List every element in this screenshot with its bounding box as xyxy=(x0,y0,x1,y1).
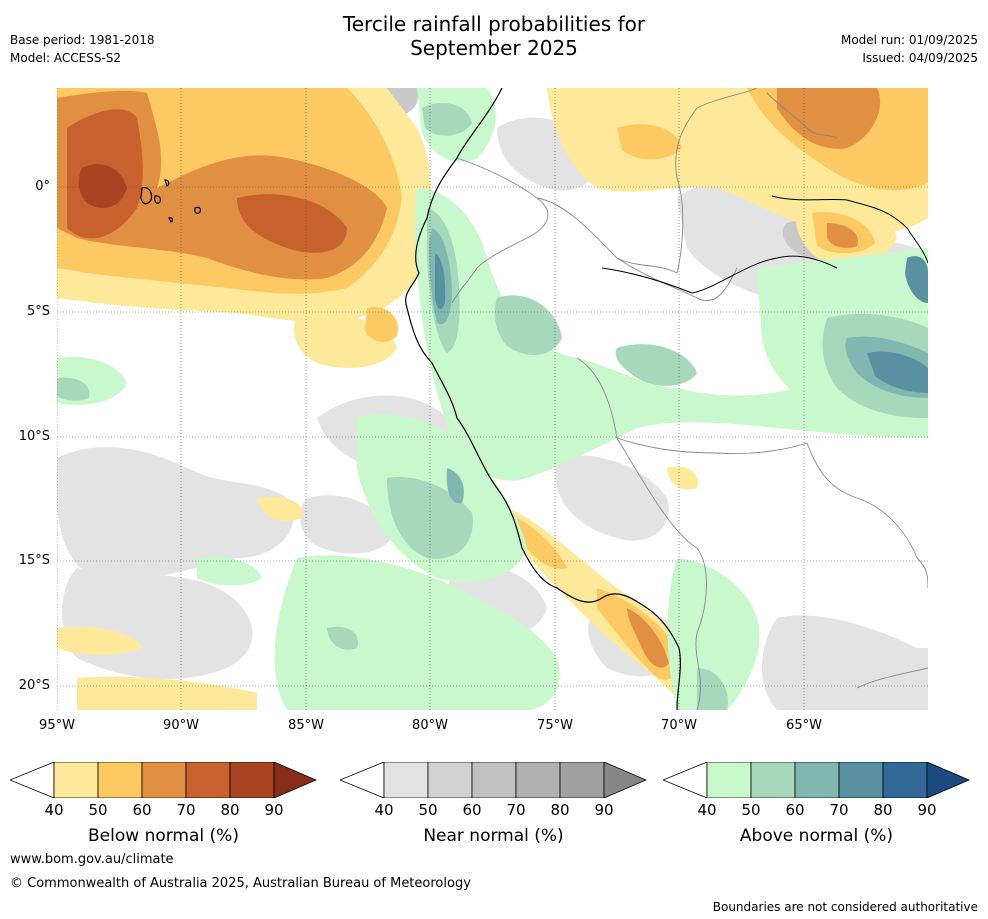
lat-label-5s: 5°S xyxy=(26,304,50,319)
near-tick-60: 60 xyxy=(462,801,482,819)
above-normal-colorbar xyxy=(661,761,971,799)
title-line-1: Tercile rainfall probabilities for xyxy=(342,12,646,36)
coastline xyxy=(405,87,681,711)
lat-label-0: 0° xyxy=(35,179,50,194)
below-tick-60: 60 xyxy=(132,801,152,819)
near-tick-40: 40 xyxy=(374,801,394,819)
rivers xyxy=(601,195,929,294)
website-link[interactable]: www.bom.gov.au/climate xyxy=(10,852,174,867)
base-period-label: Base period: 1981-2018 xyxy=(10,33,155,47)
lon-label-70w: 70°W xyxy=(661,718,697,733)
title-line-2: September 2025 xyxy=(410,36,578,60)
issued-label: Issued: 04/09/2025 xyxy=(862,51,978,65)
lon-label-85w: 85°W xyxy=(288,718,324,733)
disclaimer-text: Boundaries are not considered authoritat… xyxy=(712,900,978,914)
legend-near-normal-bar xyxy=(338,761,648,799)
graticule xyxy=(56,88,928,710)
legend-above-normal-label: Above normal (%) xyxy=(739,826,894,846)
lon-label-75w: 75°W xyxy=(537,718,573,733)
lon-label-95w: 95°W xyxy=(39,718,75,733)
country-borders xyxy=(451,87,929,711)
below-tick-40: 40 xyxy=(44,801,64,819)
near-tick-90: 90 xyxy=(594,801,614,819)
above-tick-50: 50 xyxy=(741,801,761,819)
lon-label-80w: 80°W xyxy=(412,718,448,733)
below-tick-90: 90 xyxy=(264,801,284,819)
probability-map xyxy=(56,87,929,711)
lon-label-90w: 90°W xyxy=(163,718,199,733)
above-tick-60: 60 xyxy=(785,801,805,819)
below-normal-northwest xyxy=(57,88,437,368)
galapagos-islands xyxy=(140,179,201,223)
legend-near-normal-label: Near normal (%) xyxy=(423,826,564,846)
below-normal-northeast xyxy=(547,88,928,263)
legend-below-normal-ticks: 40 50 60 70 80 90 xyxy=(34,801,294,821)
model-run-label: Model run: 01/09/2025 xyxy=(840,33,978,47)
above-tick-90: 90 xyxy=(917,801,937,819)
below-tick-80: 80 xyxy=(220,801,240,819)
legend-near-normal-ticks: 40 50 60 70 80 90 xyxy=(364,801,624,821)
lat-label-20s: 20°S xyxy=(18,678,50,693)
above-tick-80: 80 xyxy=(873,801,893,819)
near-normal-colorbar xyxy=(338,761,648,799)
legend-below-normal-label: Below normal (%) xyxy=(88,826,239,846)
map-title: Tercile rainfall probabilities for Septe… xyxy=(0,12,988,60)
below-normal-colorbar xyxy=(8,761,318,799)
below-tick-70: 70 xyxy=(176,801,196,819)
map-canvas xyxy=(56,87,929,711)
near-tick-70: 70 xyxy=(506,801,526,819)
near-tick-80: 80 xyxy=(550,801,570,819)
legend-below-normal-bar xyxy=(8,761,318,799)
lon-label-65w: 65°W xyxy=(786,718,822,733)
copyright-text: © Commonwealth of Australia 2025, Austra… xyxy=(10,876,471,891)
above-tick-40: 40 xyxy=(697,801,717,819)
lat-label-15s: 15°S xyxy=(18,553,50,568)
below-tick-50: 50 xyxy=(88,801,108,819)
above-tick-70: 70 xyxy=(829,801,849,819)
below-normal-coast xyxy=(57,466,698,710)
model-label: Model: ACCESS-S2 xyxy=(10,51,122,65)
near-tick-50: 50 xyxy=(418,801,438,819)
legend-above-normal-ticks: 40 50 60 70 80 90 xyxy=(687,801,947,821)
lat-label-10s: 10°S xyxy=(18,429,50,444)
legend-above-normal-bar xyxy=(661,761,971,799)
